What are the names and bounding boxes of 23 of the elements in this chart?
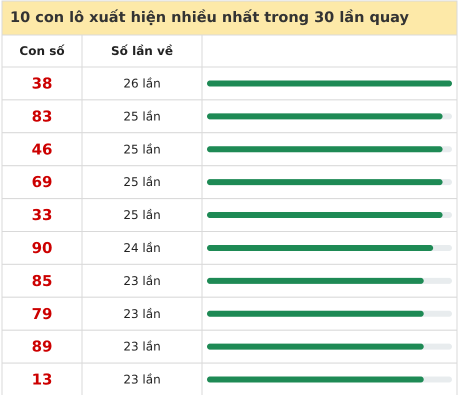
y-tick-label: 83 [32, 107, 52, 126]
data-label: 26 lần [123, 76, 161, 90]
y-tick-label: 85 [32, 272, 52, 290]
y-tick-label: 33 [32, 206, 52, 224]
data-label: 23 lần [123, 372, 161, 387]
y-axis-title: Con số [19, 44, 66, 58]
y-tick-label: 79 [32, 304, 52, 323]
data-label: 25 lần [123, 109, 161, 124]
y-tick-label: 89 [32, 338, 52, 356]
y-tick-label: 69 [32, 173, 52, 192]
data-label: 25 lần [123, 208, 161, 222]
chart-title: 10 con lô xuất hiện nhiều nhất trong 30 lần quay [10, 9, 410, 26]
y-tick-label: 38 [32, 74, 52, 92]
y-tick-label: 90 [32, 238, 52, 257]
data-label: 23 lần [123, 340, 161, 354]
data-label: 23 lần [123, 306, 161, 321]
data-label: 24 lần [123, 240, 161, 255]
y-tick-label: 46 [32, 140, 52, 158]
y-tick-label: 13 [32, 370, 52, 389]
data-label: 25 lần [123, 175, 161, 190]
data-label: 25 lần [123, 142, 161, 156]
x-axis-title: Số lần về [111, 44, 173, 58]
data-label: 23 lần [123, 274, 161, 288]
